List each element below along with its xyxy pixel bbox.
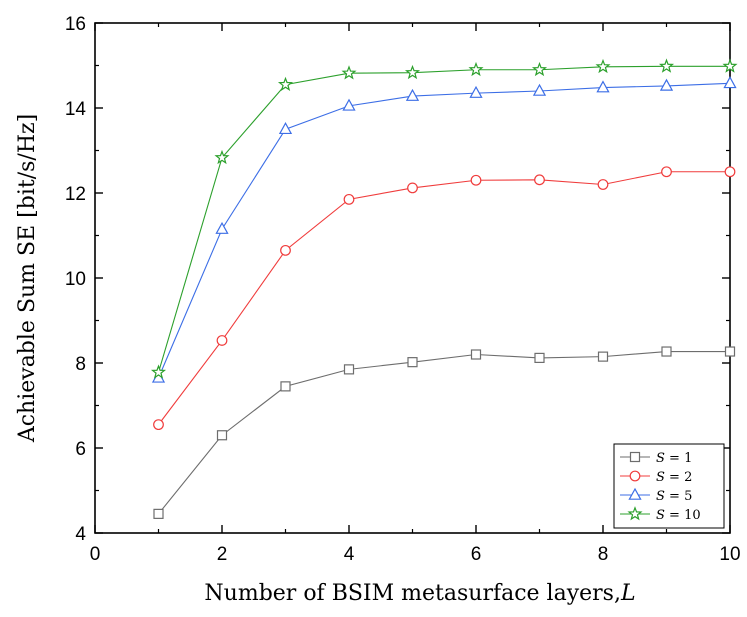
series-line [157,82,731,379]
legend-item: S = 5 [620,487,692,504]
triangle-marker [659,78,674,91]
square-marker [470,349,482,360]
y-tick-label: 6 [75,439,86,460]
series-5 [151,76,737,383]
series-10 [150,58,738,379]
legend-label-op: = [665,470,684,485]
star-marker [627,506,643,521]
star-marker [341,65,357,80]
circle-marker [343,193,355,205]
y-tick-label: 14 [65,99,87,120]
legend-label-val: 1 [684,451,692,466]
series-2 [153,166,736,431]
legend-label-var: S [656,470,665,485]
y-tick-label: 8 [75,354,86,375]
x-tick-label: 10 [719,544,740,565]
legend-label-var: S [656,451,665,466]
x-axis-title-text: Number of BSIM metasurface layers, [204,581,621,606]
triangle-marker [469,85,483,98]
star-marker [150,364,167,379]
circle-marker [597,179,609,190]
circle-marker [661,166,672,178]
circle-marker [534,174,545,186]
triangle-marker [628,487,642,500]
y-tick-label: 16 [65,14,86,35]
legend-label: S = 1 [656,451,692,466]
square-marker [216,430,228,441]
legend-label-op: = [665,489,684,504]
star-marker [722,58,738,73]
legend-label-var: S [656,508,665,523]
square-marker [343,364,355,375]
triangle-marker [215,221,229,234]
circle-marker [153,419,164,431]
circle-marker [216,335,228,346]
x-axis-title: Number of BSIM metasurface layers,L [204,581,635,606]
triangle-marker [342,98,356,111]
axis-ticks [94,22,731,534]
y-axis-title: Achievable Sum SE [bit/s/Hz] [15,114,40,443]
circle-marker [407,182,418,194]
star-marker [658,58,675,73]
legend-item: S = 1 [620,451,692,466]
square-marker [407,357,418,368]
square-marker [661,346,672,357]
series-line [157,65,730,373]
series-layer [150,58,738,519]
legend-label: S = 5 [656,489,692,504]
square-marker [534,352,545,363]
circle-marker [280,244,291,256]
series-line [158,350,730,515]
legend-label-val: 5 [684,489,692,504]
series-line [158,171,730,425]
square-marker [597,351,609,362]
star-marker [214,149,230,165]
circle-marker [470,174,482,186]
square-marker [724,346,736,357]
legend-label: S = 10 [656,508,701,523]
star-marker [277,76,294,92]
star-marker [595,58,611,74]
series-1 [153,346,736,519]
legend-label-op: = [665,451,684,466]
triangle-marker [723,76,737,89]
x-tick-label: 0 [90,544,101,565]
legend-item: S = 2 [620,470,692,485]
star-marker [531,61,548,77]
legend-item: S = 10 [620,506,701,523]
triangle-marker [532,83,547,96]
y-tick-label: 10 [65,269,86,290]
legend-label: S = 2 [656,470,692,485]
x-axis-title-symbol: L [620,581,636,606]
triangle-marker [596,80,610,93]
circle-marker [724,166,736,178]
legend-label-val: 10 [684,508,701,523]
legend-label-var: S [656,489,665,504]
square-marker [153,508,164,519]
x-tick-label: 6 [471,544,482,565]
x-tick-label: 8 [598,544,609,565]
x-tick-label: 4 [344,544,355,565]
x-tick-label: 2 [217,544,228,565]
square-marker [280,381,291,392]
triangle-marker [278,122,293,135]
square-marker [629,451,641,463]
circle-marker [629,470,641,482]
legend: S = 1S = 2S = 5S = 10 [613,443,725,529]
legend-label-op: = [665,508,684,523]
star-marker [404,64,421,80]
y-tick-label: 4 [75,524,86,545]
triangle-marker [405,88,420,101]
star-marker [468,61,484,77]
y-tick-label: 12 [65,184,86,205]
legend-label-val: 2 [684,470,692,485]
